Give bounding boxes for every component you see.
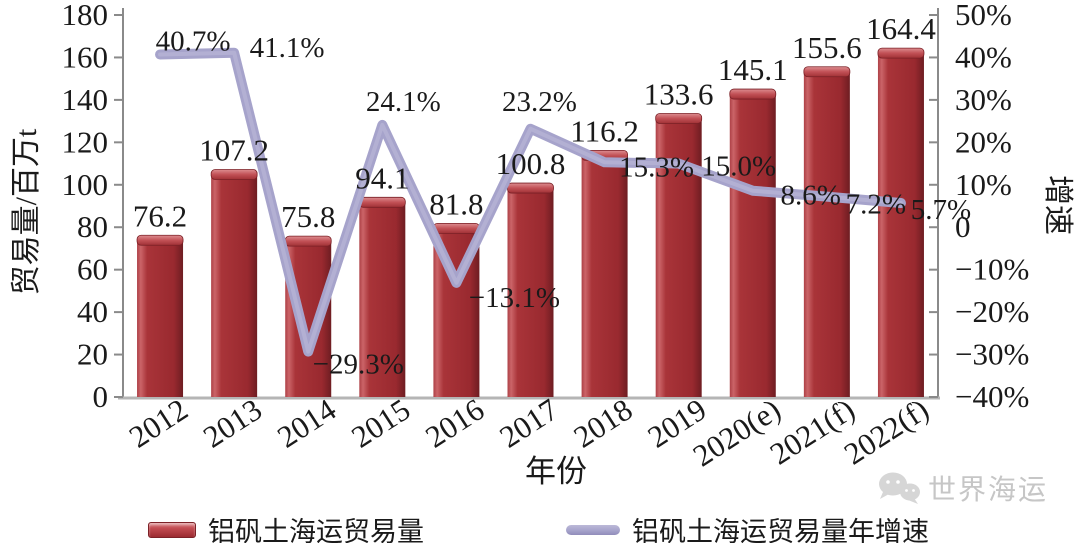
- growth-value-label: 41.1%: [250, 32, 325, 64]
- right-tick-label: 10%: [955, 167, 1012, 202]
- bar-value-label: 145.1: [718, 52, 788, 87]
- growth-line-sheen: [158, 50, 903, 354]
- bar: [729, 92, 776, 397]
- right-tick-label: 0: [955, 209, 971, 244]
- left-tick-label: 140: [62, 82, 109, 117]
- bar-value-label: 133.6: [644, 76, 714, 111]
- bar-series-swatch-icon: [148, 521, 196, 538]
- left-tick-label: 80: [77, 209, 108, 244]
- bar-top-bevel: [507, 182, 554, 194]
- bar-top-bevel: [136, 234, 184, 246]
- bar: [581, 153, 628, 397]
- bar-value-label: 164.4: [866, 11, 936, 46]
- growth-value-label: 15.3%: [619, 151, 694, 183]
- bar-value-label: 100.8: [496, 146, 566, 181]
- x-tick-label: 2016: [419, 392, 490, 455]
- bar: [359, 200, 406, 397]
- left-tick-label: 0: [93, 379, 109, 414]
- bar-value-label: 107.2: [199, 132, 269, 167]
- bar: [507, 186, 554, 397]
- wechat-logo-icon: [879, 472, 920, 504]
- left-tick-label: 120: [62, 124, 109, 159]
- right-tick-label: −10%: [955, 252, 1029, 287]
- growth-value-label: 5.7%: [911, 194, 971, 226]
- bar: [877, 51, 924, 398]
- x-tick-label: 2018: [567, 392, 638, 455]
- bar-value-label: 116.2: [570, 113, 639, 148]
- bar-top-bevel: [358, 196, 406, 208]
- right-axis-title: 增速: [1041, 175, 1074, 235]
- bar-value-label: 94.1: [355, 160, 409, 195]
- bar-top-bevel: [877, 47, 925, 59]
- growth-value-label: 24.1%: [366, 86, 441, 118]
- bar-top-bevel: [210, 169, 258, 180]
- left-tick-label: 20: [77, 337, 108, 372]
- x-tick-label: 2015: [345, 392, 416, 455]
- bar-value-label: 76.2: [133, 198, 187, 233]
- right-tick-label: −30%: [955, 337, 1029, 372]
- right-tick-label: 30%: [955, 82, 1012, 117]
- left-tick-label: 180: [62, 0, 109, 32]
- x-tick-label: 2012: [123, 392, 194, 455]
- growth-value-label: 7.2%: [846, 189, 906, 221]
- x-tick-label: 2021(f): [764, 392, 861, 472]
- growth-value-label: −13.1%: [469, 282, 560, 314]
- watermark: 世界海运: [874, 468, 1048, 508]
- growth-value-label: 8.6%: [781, 180, 841, 212]
- x-axis-title: 年份: [525, 454, 587, 489]
- bar: [137, 238, 184, 397]
- right-tick-label: 40%: [955, 39, 1012, 74]
- right-tick-label: 50%: [955, 0, 1012, 32]
- line-series-swatch-icon: [566, 524, 620, 535]
- bar: [803, 69, 850, 397]
- bar-value-label: 75.8: [281, 199, 335, 234]
- x-tick-label: 2013: [197, 392, 268, 455]
- right-tick-label: 20%: [955, 124, 1012, 159]
- left-tick-label: 160: [62, 39, 109, 74]
- bar-top-bevel: [655, 113, 703, 124]
- bar-top-bevel: [433, 223, 480, 234]
- x-tick-label: 2014: [271, 391, 342, 454]
- left-axis-title: 贸易量/百万t: [10, 128, 43, 295]
- growth-value-label: −29.3%: [313, 349, 404, 381]
- bar: [211, 172, 258, 397]
- bar-value-label: 81.8: [429, 186, 483, 221]
- left-tick-label: 40: [77, 294, 108, 329]
- right-tick-label: −20%: [955, 294, 1029, 329]
- legend-label-bar-series: 铝矾土海运贸易量: [208, 517, 424, 543]
- growth-value-label: 23.2%: [502, 86, 577, 118]
- right-tick-label: −40%: [955, 379, 1029, 414]
- legend-item-bar-series: 铝矾土海运贸易量: [148, 510, 424, 543]
- left-tick-label: 60: [77, 252, 108, 287]
- bar-top-bevel: [729, 88, 777, 100]
- bar-top-bevel: [284, 235, 332, 247]
- growth-value-label: 40.7%: [156, 25, 231, 57]
- x-tick-label: 2022(f): [838, 392, 935, 472]
- growth-value-label: 15.0%: [701, 151, 776, 183]
- legend-label-line-series: 铝矾土海运贸易量年增速: [632, 517, 929, 543]
- x-tick-label: 2020(e): [687, 392, 787, 474]
- bar-value-label: 155.6: [792, 30, 862, 65]
- watermark-text: 世界海运: [928, 475, 1049, 506]
- bar-top-bevel: [803, 66, 851, 78]
- legend-item-line-series: 铝矾土海运贸易量年增速: [566, 510, 929, 543]
- x-tick-label: 2017: [493, 392, 564, 455]
- left-tick-label: 100: [62, 167, 109, 202]
